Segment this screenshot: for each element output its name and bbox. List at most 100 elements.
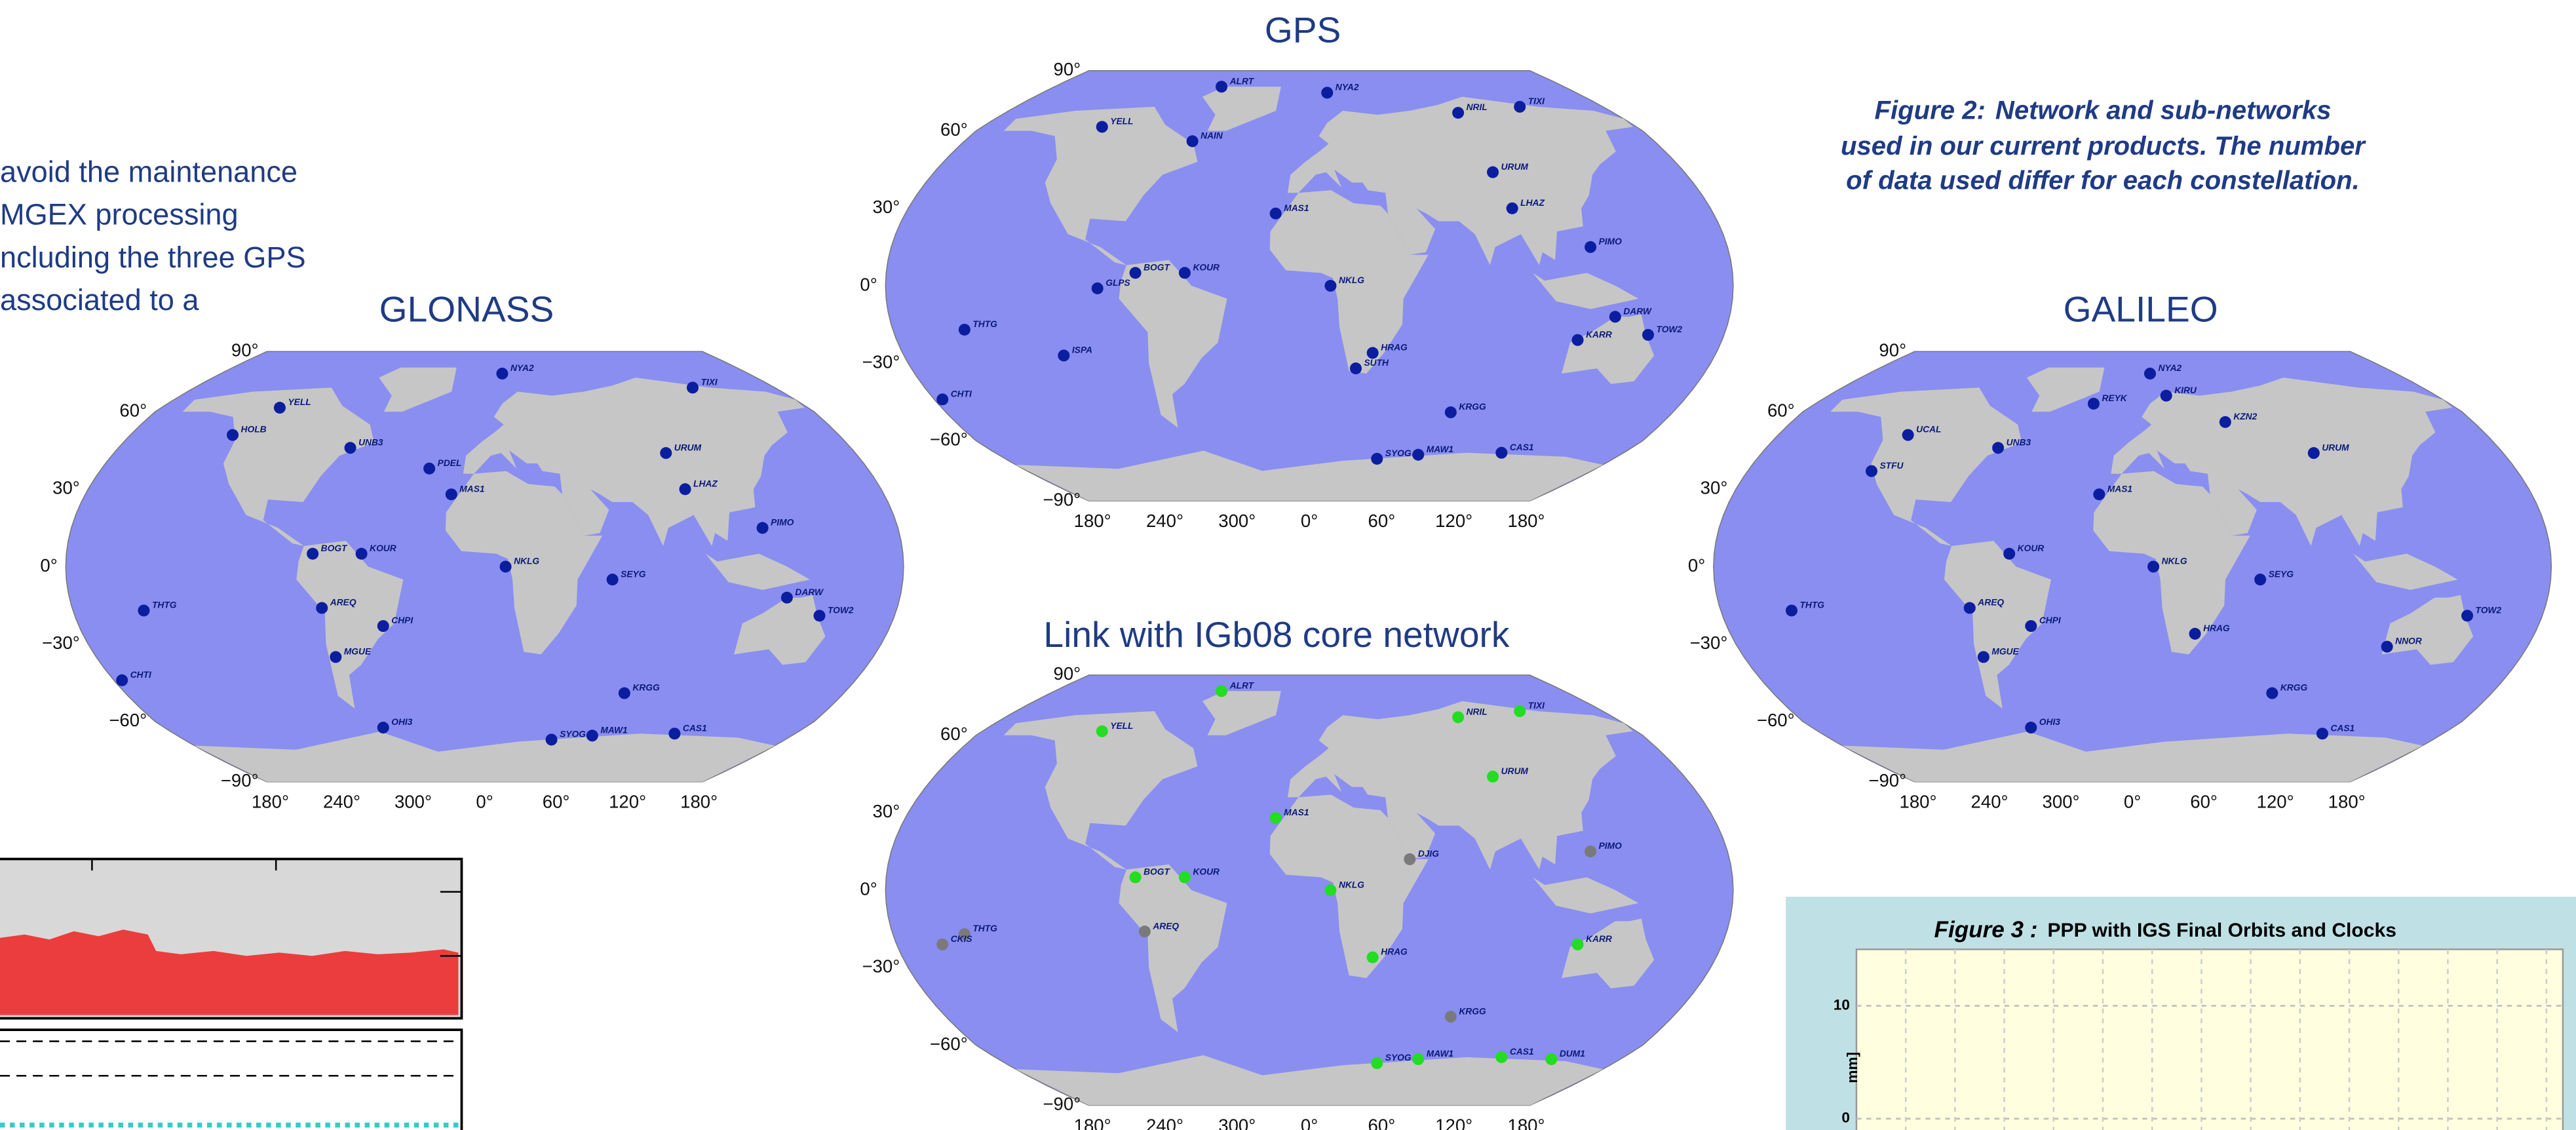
station-label: AREQ [330, 598, 356, 608]
lat-tick-label: 30° [873, 801, 900, 821]
station [1585, 846, 1596, 857]
station [1992, 442, 2004, 454]
station-label: AREQ [1977, 598, 2004, 608]
station-label: MGUE [344, 647, 372, 657]
station-label: CAS1 [683, 723, 707, 733]
station [1096, 726, 1108, 737]
station-label: GLPS [1105, 278, 1130, 288]
figure3-label: Figure 3 : [1934, 917, 2038, 943]
station-label: THTG [972, 319, 997, 329]
station [2088, 398, 2100, 410]
body-text: associated to a [0, 283, 199, 317]
station [1866, 465, 1877, 477]
lat-tick-label: −90° [221, 770, 259, 790]
station [227, 429, 239, 441]
station-label: CHPI [2039, 615, 2062, 625]
station-label: SEYG [2269, 569, 2294, 579]
station-label: CHPI [391, 615, 413, 625]
station-label: DARW [795, 587, 824, 597]
station-label: HOLB [241, 425, 267, 435]
lon-tick-label: 300° [394, 792, 432, 812]
station-label: TOW2 [2476, 605, 2502, 615]
caption-label: Figure 2: [1875, 96, 1986, 125]
station [1058, 349, 1069, 361]
station [936, 939, 948, 950]
station [1545, 1053, 1557, 1065]
lon-tick-label: 60° [543, 792, 570, 812]
station-label: URUM [674, 442, 702, 452]
station-label: NNOR [2395, 636, 2422, 646]
lon-tick-label: 240° [1146, 511, 1183, 531]
station [1324, 280, 1336, 292]
body-text: MGEX processing [0, 198, 239, 231]
station [2461, 610, 2473, 621]
lon-tick-label: 0° [476, 792, 493, 812]
station [377, 620, 389, 632]
station-label: URUM [2322, 442, 2349, 452]
station-label: LHAZ [1520, 198, 1545, 208]
station-label: TIXI [1528, 701, 1545, 711]
station-label: URUM [1501, 766, 1529, 776]
station [757, 522, 769, 534]
station [2308, 447, 2320, 459]
station [546, 733, 558, 745]
station-label: THTG [972, 924, 997, 933]
station [2144, 368, 2156, 380]
station [2025, 722, 2037, 733]
station [1216, 81, 1227, 92]
station [2316, 728, 2328, 739]
station-label: NAIN [1201, 131, 1223, 141]
station-label: KRGG [632, 683, 660, 693]
station-label: SUTH [1364, 358, 1390, 368]
lat-tick-label: −60° [930, 1034, 968, 1054]
station-label: KRGG [1459, 1006, 1486, 1016]
lat-tick-label: 90° [1054, 663, 1081, 684]
lon-tick-label: 0° [2124, 792, 2141, 812]
station-label: URUM [1501, 162, 1529, 172]
station [1179, 267, 1191, 279]
station [687, 381, 699, 393]
station [2220, 416, 2231, 428]
station [1130, 267, 1142, 279]
lon-tick-label: 60° [2190, 792, 2218, 812]
lat-tick-label: 0° [860, 274, 877, 294]
lon-tick-label: 120° [1435, 511, 1472, 531]
lat-tick-label: 30° [52, 478, 80, 498]
station-label: DJIG [1418, 849, 1439, 859]
station-label: THTG [1800, 600, 1825, 610]
lat-tick-label: 0° [1688, 555, 1705, 575]
station [959, 324, 971, 336]
station-label: MAS1 [459, 484, 484, 494]
station-label: NKLG [2162, 556, 2187, 566]
lat-tick-label: −60° [1757, 710, 1795, 730]
station [1412, 449, 1424, 461]
station-label: AREQ [1152, 921, 1179, 931]
station [1270, 812, 1282, 824]
station-label: CHTI [130, 670, 152, 680]
lon-tick-label: 300° [2043, 792, 2080, 812]
station [680, 483, 691, 495]
page: { "left_text": ["avoid the maintenance",… [0, 0, 2576, 1130]
station-label: KARR [1586, 934, 1612, 944]
station [423, 463, 435, 475]
station-label: ALRT [1229, 76, 1255, 86]
panel [0, 1030, 461, 1130]
station [1495, 447, 1507, 459]
caption-line: Figure 2:Network and sub-networks [1875, 96, 2332, 125]
station [1514, 101, 1526, 113]
station [356, 548, 368, 560]
lon-tick-label: 0° [1301, 1115, 1318, 1130]
station-label: UNB3 [358, 437, 383, 447]
station-label: KZN2 [2233, 412, 2257, 421]
lat-tick-label: 90° [1879, 340, 1906, 360]
station [2254, 574, 2266, 585]
lon-tick-label: 180° [1900, 792, 1937, 812]
y-tick-label: 10 [1834, 996, 1850, 1013]
station [1585, 241, 1596, 253]
station-label: KOUR [1193, 262, 1220, 272]
station [377, 722, 389, 733]
lon-tick-label: 240° [323, 792, 360, 812]
station-label: BOGT [1144, 867, 1170, 877]
lon-tick-label: 180° [1508, 1115, 1545, 1130]
station [1096, 121, 1108, 133]
